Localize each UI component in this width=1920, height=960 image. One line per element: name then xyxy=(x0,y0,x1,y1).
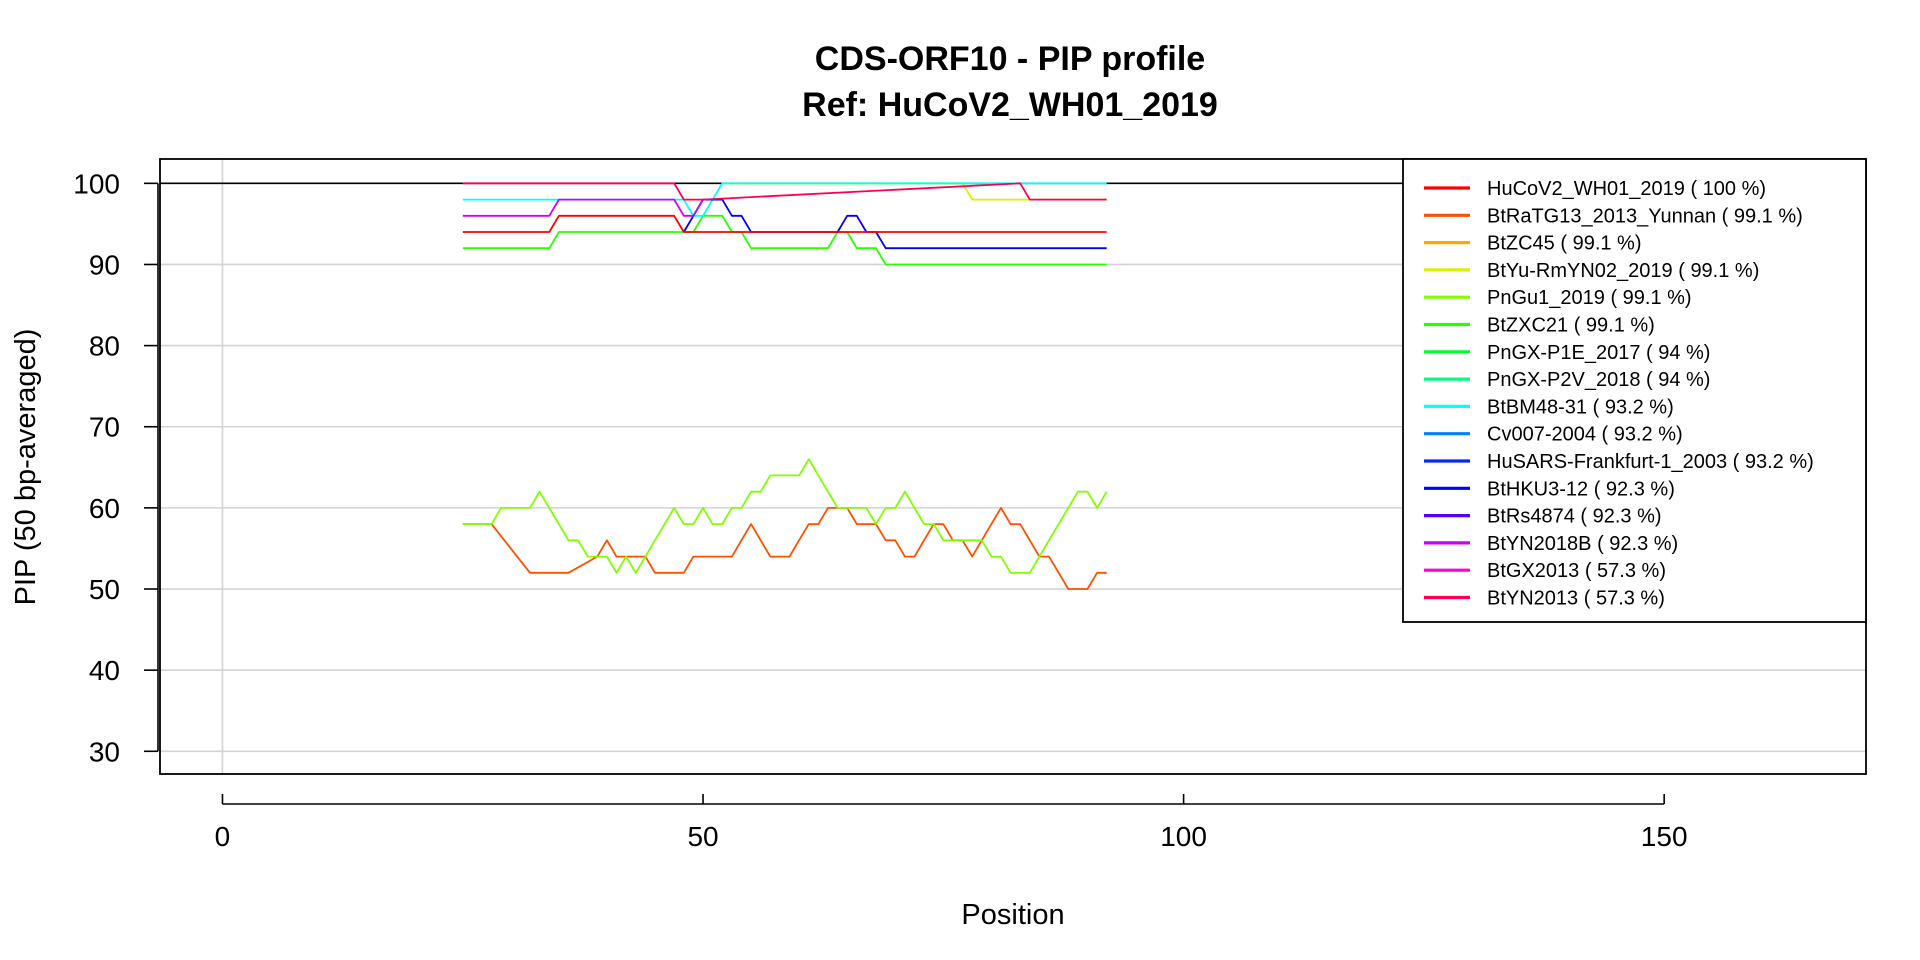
series-line-13 xyxy=(462,198,704,217)
legend-label-15: BtYN2013 ( 57.3 %) xyxy=(1487,588,1665,610)
series-lines xyxy=(462,182,1108,590)
legend-label-7: PnGX-P2V_2018 ( 94 %) xyxy=(1487,369,1710,391)
legend-label-10: HuSARS-Frankfurt-1_2003 ( 93.2 %) xyxy=(1487,451,1814,473)
series-line-ref-overlap xyxy=(462,214,1107,233)
x-axis: 0 50 100 150 xyxy=(215,794,1688,852)
x-tick-label-100: 100 xyxy=(1160,821,1207,852)
legend-box xyxy=(1402,158,1867,623)
series-line-15 xyxy=(462,182,1107,201)
x-tick-label-50: 50 xyxy=(687,821,718,852)
series-line-5 xyxy=(462,214,1107,266)
legend-label-13: BtYN2018B ( 92.3 %) xyxy=(1487,533,1678,555)
x-tick-label-0: 0 xyxy=(215,821,231,852)
legend: HuCoV2_WH01_2019 ( 100 %) BtRaTG13_2013_Y… xyxy=(1402,158,1867,623)
y-tick-label-50: 50 xyxy=(89,574,120,605)
legend-label-8: BtBM48-31 ( 93.2 %) xyxy=(1487,396,1674,418)
legend-label-9: Cv007-2004 ( 93.2 %) xyxy=(1487,424,1683,446)
legend-label-14: BtGX2013 ( 57.3 %) xyxy=(1487,560,1666,582)
legend-label-3: BtYu-RmYN02_2019 ( 99.1 %) xyxy=(1487,260,1759,282)
legend-label-6: PnGX-P1E_2017 ( 94 %) xyxy=(1487,342,1710,364)
y-tick-label-40: 40 xyxy=(89,655,120,686)
series-line-4 xyxy=(462,458,1108,574)
y-axis-label: PIP (50 bp-averaged) xyxy=(10,329,42,606)
legend-label-1: BtRaTG13_2013_Yunnan ( 99.1 %) xyxy=(1487,205,1803,227)
legend-label-4: PnGu1_2019 ( 99.1 %) xyxy=(1487,287,1692,309)
legend-label-0: HuCoV2_WH01_2019 ( 100 %) xyxy=(1487,178,1766,200)
y-tick-label-70: 70 xyxy=(89,412,120,443)
series-line-3 xyxy=(722,182,1107,201)
legend-label-12: BtRs4874 ( 92.3 %) xyxy=(1487,506,1662,528)
legend-label-5: BtZXC21 ( 99.1 %) xyxy=(1487,315,1655,337)
y-tick-label-60: 60 xyxy=(89,493,120,524)
legend-label-11: BtHKU3-12 ( 92.3 %) xyxy=(1487,478,1675,500)
chart-subtitle: Ref: HuCoV2_WH01_2019 xyxy=(802,86,1218,124)
x-tick-label-150: 150 xyxy=(1641,821,1688,852)
x-axis-label: Position xyxy=(961,899,1064,931)
y-tick-label-90: 90 xyxy=(89,249,120,280)
y-tick-label-30: 30 xyxy=(89,736,120,767)
legend-label-2: BtZC45 ( 99.1 %) xyxy=(1487,233,1642,255)
grid xyxy=(160,159,1866,774)
y-tick-label-80: 80 xyxy=(89,331,120,362)
series-line-1 xyxy=(462,506,1107,590)
y-tick-label-100: 100 xyxy=(73,168,120,199)
y-axis: 30 40 50 60 70 80 90 100 xyxy=(73,168,159,767)
chart-title: CDS-ORF10 - PIP profile xyxy=(815,40,1205,78)
